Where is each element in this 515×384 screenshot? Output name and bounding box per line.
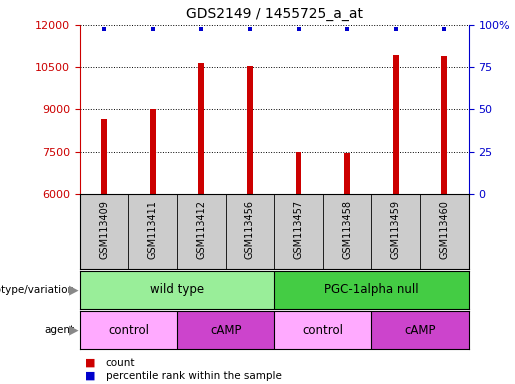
- Text: GSM113459: GSM113459: [391, 200, 401, 259]
- Text: cAMP: cAMP: [404, 324, 436, 337]
- Bar: [296, 152, 301, 194]
- Text: cAMP: cAMP: [210, 324, 242, 337]
- Bar: [80, 311, 177, 349]
- Title: GDS2149 / 1455725_a_at: GDS2149 / 1455725_a_at: [186, 7, 363, 21]
- Bar: [441, 56, 447, 194]
- Bar: [80, 271, 274, 309]
- Text: GSM113456: GSM113456: [245, 200, 255, 259]
- Bar: [344, 153, 350, 194]
- Text: GSM113411: GSM113411: [148, 200, 158, 259]
- Text: control: control: [302, 324, 344, 337]
- Text: ▶: ▶: [69, 324, 79, 337]
- Text: GSM113460: GSM113460: [439, 200, 450, 259]
- Text: control: control: [108, 324, 149, 337]
- Bar: [101, 119, 107, 194]
- Text: ■: ■: [85, 358, 95, 368]
- Text: GSM113458: GSM113458: [342, 200, 352, 259]
- Text: percentile rank within the sample: percentile rank within the sample: [106, 371, 282, 381]
- Bar: [247, 66, 253, 194]
- Text: count: count: [106, 358, 135, 368]
- Bar: [150, 109, 156, 194]
- Bar: [177, 311, 274, 349]
- Bar: [371, 311, 469, 349]
- Text: genotype/variation: genotype/variation: [0, 285, 75, 295]
- Bar: [274, 311, 371, 349]
- Text: GSM113457: GSM113457: [294, 200, 303, 259]
- Text: GSM113409: GSM113409: [99, 200, 109, 259]
- Text: ▶: ▶: [69, 283, 79, 296]
- Bar: [393, 55, 399, 194]
- Text: wild type: wild type: [150, 283, 204, 296]
- Text: PGC-1alpha null: PGC-1alpha null: [324, 283, 419, 296]
- Text: GSM113412: GSM113412: [196, 200, 207, 259]
- Text: agent: agent: [45, 325, 75, 335]
- Bar: [274, 271, 469, 309]
- Bar: [198, 63, 204, 194]
- Text: ■: ■: [85, 371, 95, 381]
